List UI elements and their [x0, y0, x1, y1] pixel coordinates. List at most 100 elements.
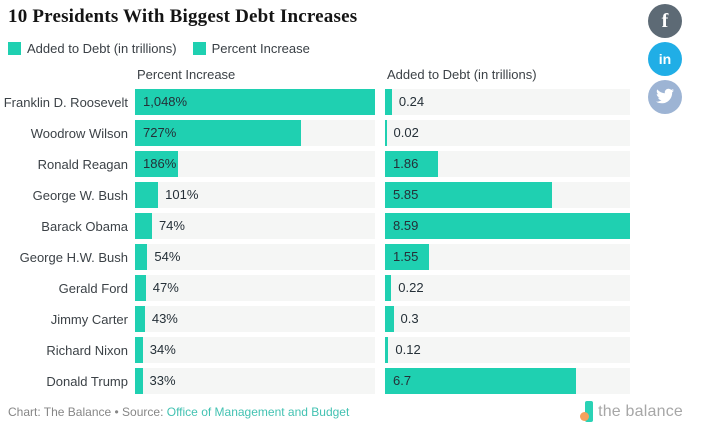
twitter-bird-icon: [656, 87, 674, 108]
president-label: George W. Bush: [32, 187, 128, 203]
facebook-share-button[interactable]: f: [648, 4, 682, 38]
debt-bar: [385, 213, 630, 239]
legend-item-added-to-debt: Added to Debt (in trillions): [8, 41, 177, 56]
value-label: 1,048%: [143, 94, 188, 109]
value-label: 74%: [158, 218, 185, 233]
debt-bar-track: 1.55: [385, 244, 630, 270]
chart-row: Donald Trump 33% 6.7: [0, 368, 701, 394]
percent-bar-track: 54%: [135, 244, 375, 270]
value-label: 47%: [152, 280, 179, 295]
debt-bar-track: 0.02: [385, 120, 630, 146]
facebook-icon: f: [661, 9, 669, 32]
president-label: Jimmy Carter: [50, 311, 128, 327]
value-label: 1.55: [393, 249, 419, 264]
percent-bar: [135, 213, 152, 239]
debt-bar-track: 0.3: [385, 306, 630, 332]
linkedin-icon: in: [658, 51, 672, 67]
percent-bar-track: 74%: [135, 213, 375, 239]
debt-bar: [385, 151, 439, 177]
president-label: Barack Obama: [41, 218, 128, 234]
percent-bar: [135, 306, 145, 332]
debt-bar: [385, 306, 394, 332]
the-balance-logo-text: the balance: [598, 402, 683, 420]
chart-row: Barack Obama 74% 8.59: [0, 213, 701, 239]
value-label: 54%: [154, 249, 181, 264]
value-label: 0.3: [400, 311, 419, 326]
value-label: 0.22: [398, 280, 424, 295]
debt-bar-track: 8.59: [385, 213, 630, 239]
chart-rows: Franklin D. Roosevelt 1,048% 0.24 Woodrow W…: [0, 89, 701, 394]
president-label: Franklin D. Roosevelt: [3, 94, 128, 110]
value-label: 727%: [143, 125, 177, 140]
value-label: 0.12: [395, 342, 421, 357]
value-label: 0.02: [393, 125, 419, 140]
debt-bar: [385, 120, 387, 146]
chart-row: Gerald Ford 47% 0.22: [0, 275, 701, 301]
page-title: 10 Presidents With Biggest Debt Increase…: [8, 6, 358, 27]
the-balance-logo: the balance: [580, 401, 683, 422]
percent-bar: [135, 182, 159, 208]
percent-bar: [135, 275, 146, 301]
percent-bar: [135, 151, 178, 177]
debt-bar-track: 0.22: [385, 275, 630, 301]
percent-bar: [135, 89, 375, 115]
social-share-buttons: f in: [648, 4, 682, 114]
value-label: 6.7: [393, 373, 412, 388]
value-label: 34%: [149, 342, 176, 357]
value-label: 1.86: [393, 156, 419, 171]
debt-bar: [385, 275, 392, 301]
percent-bar-track: 186%: [135, 151, 375, 177]
percent-bar-track: 1,048%: [135, 89, 375, 115]
chart-credit: Chart: The Balance • Source: Office of M…: [8, 405, 349, 419]
debt-bar: [385, 89, 392, 115]
twitter-share-button[interactable]: [648, 80, 682, 114]
legend-label: Added to Debt (in trillions): [27, 41, 177, 56]
debt-bar-track: 1.86: [385, 151, 630, 177]
percent-bar: [135, 120, 302, 146]
value-label: 101%: [165, 187, 199, 202]
president-label: George H.W. Bush: [19, 249, 128, 265]
chart-row: George H.W. Bush 54% 1.55: [0, 244, 701, 270]
percent-bar: [135, 337, 143, 363]
debt-bar-track: 0.12: [385, 337, 630, 363]
linkedin-share-button[interactable]: in: [648, 42, 682, 76]
chart-row: Richard Nixon 34% 0.12: [0, 337, 701, 363]
value-label: 0.24: [398, 94, 425, 109]
chart-row: Franklin D. Roosevelt 1,048% 0.24: [0, 89, 701, 115]
legend-label: Percent Increase: [211, 41, 310, 56]
legend-item-percent-increase: Percent Increase: [192, 41, 310, 56]
debt-bar-track: 5.85: [385, 182, 630, 208]
chart-row: Ronald Reagan 186% 1.86: [0, 151, 701, 177]
debt-bar: [385, 244, 430, 270]
president-label: Ronald Reagan: [37, 156, 128, 172]
percent-bar-track: 43%: [135, 306, 375, 332]
value-label: 8.59: [393, 218, 419, 233]
president-label: Gerald Ford: [58, 280, 128, 296]
debt-bar: [385, 337, 389, 363]
percent-increase-column-header: Percent Increase: [137, 67, 236, 82]
president-label: Woodrow Wilson: [30, 125, 128, 141]
value-label: 33%: [149, 373, 176, 388]
value-label: 5.85: [393, 187, 419, 202]
dual-bar-chart: Percent Increase Added to Debt (in trill…: [0, 67, 701, 394]
debt-bar: [385, 182, 552, 208]
percent-bar-track: 727%: [135, 120, 375, 146]
legend-swatch-icon: [192, 42, 206, 55]
president-label: Donald Trump: [46, 373, 128, 389]
chart-legend: Added to Debt (in trillions) Percent Inc…: [8, 41, 701, 56]
column-header-row: Percent Increase Added to Debt (in trill…: [0, 67, 701, 82]
debt-bar-track: 0.24: [385, 89, 630, 115]
percent-bar-track: 34%: [135, 337, 375, 363]
source-link[interactable]: Office of Management and Budget: [166, 404, 350, 419]
percent-bar-track: 101%: [135, 182, 375, 208]
value-label: 43%: [151, 311, 178, 326]
percent-bar-track: 33%: [135, 368, 375, 394]
value-label: 186%: [143, 156, 177, 171]
chart-row: Jimmy Carter 43% 0.3: [0, 306, 701, 332]
president-label: Richard Nixon: [46, 342, 128, 358]
debt-bar: [385, 368, 577, 394]
legend-swatch-icon: [8, 42, 21, 55]
percent-bar: [135, 368, 143, 394]
added-to-debt-column-header: Added to Debt (in trillions): [387, 67, 537, 82]
